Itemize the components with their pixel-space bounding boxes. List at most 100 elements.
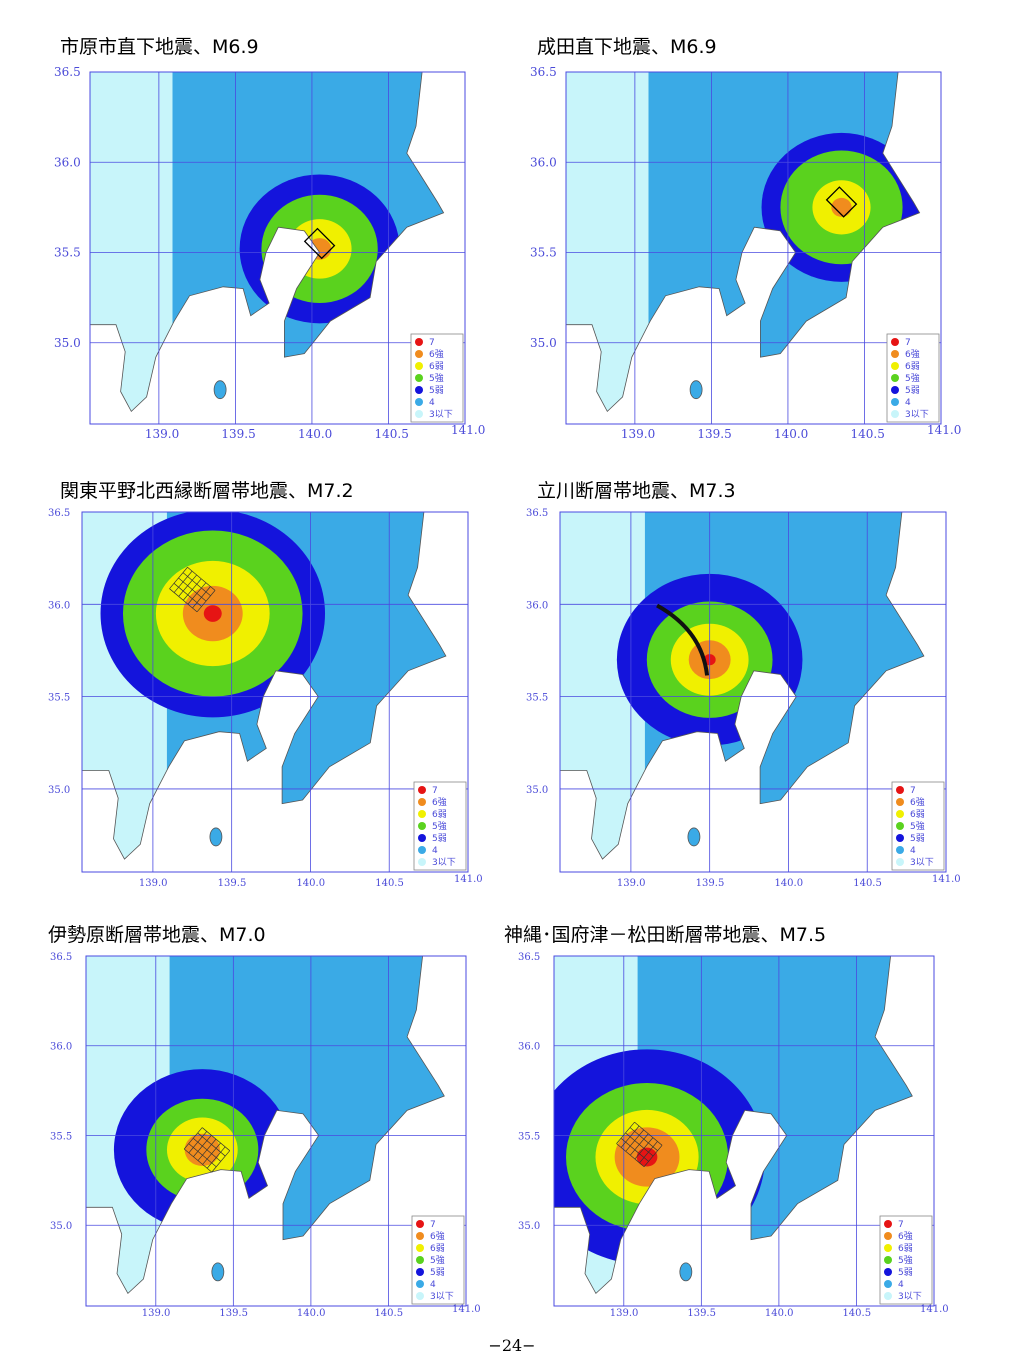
coastline xyxy=(560,512,925,860)
legend-label: 5弱 xyxy=(905,385,920,396)
fault-model xyxy=(825,186,858,218)
lon-label: 140.5 xyxy=(374,1308,403,1319)
lat-label: 36.5 xyxy=(530,65,557,79)
lon-label: 140.5 xyxy=(374,427,408,441)
legend-label: 6弱 xyxy=(898,1243,913,1254)
legend-label: 6強 xyxy=(910,796,925,808)
legend-label: 6弱 xyxy=(910,809,925,820)
lon-label: 141.0 xyxy=(927,423,961,437)
lon-label: 141.0 xyxy=(920,1304,949,1315)
fault-model xyxy=(656,603,710,676)
legend-swatch xyxy=(416,1220,424,1228)
legend-swatch xyxy=(884,1292,892,1300)
lon-label: 139.0 xyxy=(617,878,646,889)
panel-title-ichihara: 市原市直下地震、M6.9 xyxy=(60,36,259,58)
lon-label: 139.5 xyxy=(687,1308,716,1319)
map-kanto-nw: 36.5 36.0 35.5 35.0 139.0 139.5 140.0 140.5 141.… xyxy=(48,508,483,889)
legend-swatch xyxy=(891,338,899,346)
legend-label: 6強 xyxy=(432,796,447,808)
legend-label: 6弱 xyxy=(432,809,447,820)
lat-label: 35.5 xyxy=(526,693,548,704)
legend-label: 6弱 xyxy=(905,361,920,372)
legend-swatch xyxy=(891,398,899,406)
lat-label: 36.5 xyxy=(54,65,81,79)
legend-swatch xyxy=(418,822,426,830)
legend-swatch xyxy=(896,846,904,854)
fault-model xyxy=(169,566,216,613)
panel-title-narita: 成田直下地震、M6.9 xyxy=(537,36,717,58)
coastline xyxy=(554,956,913,1295)
grid xyxy=(85,955,467,1307)
intensity-zone xyxy=(831,197,852,217)
lat-label: 35.0 xyxy=(518,1221,540,1232)
legend-swatch xyxy=(884,1268,892,1276)
lon-label: 140.5 xyxy=(375,878,404,889)
intensity-zone xyxy=(203,605,222,622)
lon-label: 140.5 xyxy=(842,1308,871,1319)
lat-label: 35.5 xyxy=(48,693,70,704)
island xyxy=(679,1262,693,1282)
legend-label: 3以下 xyxy=(432,858,456,868)
legend-label: 7 xyxy=(910,786,916,796)
lat-label: 35.0 xyxy=(530,336,557,350)
panel-title-kanto-nw: 関東平野北西縁断層帯地震、M7.2 xyxy=(60,480,354,502)
legend-label: 4 xyxy=(429,398,435,408)
legend-label: 3以下 xyxy=(898,1292,922,1302)
legend-label: 5弱 xyxy=(910,833,925,844)
legend-label: 3以下 xyxy=(910,858,934,868)
panel-title-isehara: 伊勢原断層帯地震、M7.0 xyxy=(48,924,266,946)
lat-label: 36.0 xyxy=(518,1042,540,1053)
page-number: −24− xyxy=(488,1336,536,1355)
legend-label: 5弱 xyxy=(430,1267,445,1278)
lat-label: 36.0 xyxy=(54,155,81,169)
legend-label: 7 xyxy=(432,786,438,796)
lat-label: 36.5 xyxy=(48,508,70,519)
legend-swatch xyxy=(418,834,426,842)
legend-swatch xyxy=(418,786,426,794)
map-kozu-matsuda: 36.5 36.0 35.5 35.0 139.0 139.5 140.0 140.5 141.… xyxy=(518,952,949,1319)
legend-label: 6強 xyxy=(430,1230,445,1242)
fault-model xyxy=(616,1121,663,1168)
legend-swatch xyxy=(416,1292,424,1300)
legend-label: 5弱 xyxy=(898,1267,913,1278)
lat-label: 36.0 xyxy=(526,600,548,611)
legend-swatch xyxy=(416,1268,424,1276)
lon-label: 140.0 xyxy=(765,1308,794,1319)
lat-label: 35.5 xyxy=(518,1131,540,1142)
legend-swatch xyxy=(891,374,899,382)
legend-label: 6強 xyxy=(429,348,444,360)
legend-swatch xyxy=(415,410,423,418)
intensity-zone xyxy=(636,1147,658,1167)
legend-label: 6弱 xyxy=(429,361,444,372)
lon-label: 139.5 xyxy=(696,878,725,889)
grid xyxy=(559,511,947,873)
lon-label: 140.5 xyxy=(853,878,882,889)
legend-swatch xyxy=(416,1232,424,1240)
legend-label: 4 xyxy=(898,1280,904,1290)
panel-title-tachikawa: 立川断層帯地震、M7.3 xyxy=(537,480,736,502)
lat-label: 36.0 xyxy=(530,155,557,169)
lon-label: 140.5 xyxy=(850,427,884,441)
legend-swatch xyxy=(891,410,899,418)
legend-label: 3以下 xyxy=(429,410,453,420)
island xyxy=(687,827,701,847)
grid xyxy=(81,511,469,873)
lon-label: 140.0 xyxy=(774,427,808,441)
legend-swatch xyxy=(415,338,423,346)
legend-swatch xyxy=(896,834,904,842)
legend-label: 5強 xyxy=(910,820,925,832)
legend-label: 3以下 xyxy=(905,410,929,420)
grid xyxy=(553,955,935,1307)
map-narita: 36.5 36.0 35.5 35.0 139.0 139.5 140.0 140.5 141.… xyxy=(530,65,961,441)
island xyxy=(209,827,223,847)
grid xyxy=(89,71,466,425)
island xyxy=(689,380,703,400)
lon-label: 140.0 xyxy=(774,878,803,889)
lon-label: 139.0 xyxy=(621,427,655,441)
legend-swatch xyxy=(884,1256,892,1264)
legend-label: 6強 xyxy=(905,348,920,360)
